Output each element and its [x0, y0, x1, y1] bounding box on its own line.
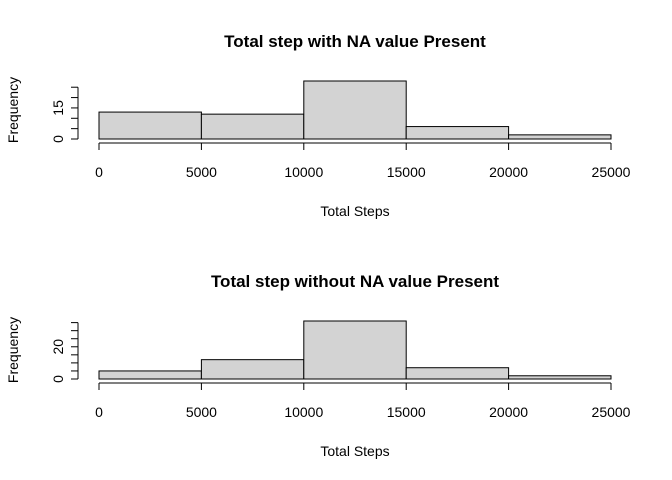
chart-title: Total step with NA value Present [224, 32, 486, 51]
x-axis: 0 5000 10000 15000 20000 25000 [95, 382, 631, 420]
x-tick-label: 0 [95, 164, 103, 180]
x-axis-label: Total Steps [320, 203, 389, 219]
histogram-panel-without-na: Total step without NA value Present Tota… [5, 272, 631, 459]
y-axis-label: Frequency [5, 317, 21, 383]
histogram-bars [98, 80, 612, 140]
x-tick-label: 15000 [387, 404, 426, 420]
histogram-bar [405, 126, 510, 140]
x-axis-label: Total Steps [320, 443, 389, 459]
histogram-bar [98, 111, 202, 140]
x-tick-label: 5000 [186, 164, 217, 180]
x-tick-label: 0 [95, 404, 103, 420]
histogram-bar [303, 80, 407, 140]
histogram-bar [303, 320, 407, 380]
x-tick-label: 25000 [592, 164, 631, 180]
histogram-bar [200, 113, 305, 140]
x-tick-label: 20000 [489, 164, 528, 180]
histogram-bar [508, 375, 612, 380]
x-tick-label: 5000 [186, 404, 217, 420]
y-tick-label: 20 [50, 339, 66, 355]
y-tick-label: 0 [50, 135, 66, 143]
x-tick-label: 15000 [387, 164, 426, 180]
y-tick-label: 0 [50, 375, 66, 383]
x-tick-label: 10000 [284, 404, 323, 420]
x-axis: 0 5000 10000 15000 20000 25000 [95, 142, 631, 180]
x-tick-label: 25000 [592, 404, 631, 420]
histogram-panel-with-na: Total step with NA value Present Total S… [5, 32, 631, 219]
y-axis: 0 15 [50, 86, 79, 143]
chart-title: Total step without NA value Present [211, 272, 499, 291]
x-tick-label: 20000 [489, 404, 528, 420]
x-tick-label: 10000 [284, 164, 323, 180]
y-axis-label: Frequency [5, 77, 21, 143]
histogram-bar [405, 367, 510, 380]
histogram-bar [508, 134, 612, 140]
histogram-bar [98, 370, 202, 380]
histogram-bars [98, 320, 612, 380]
y-axis: 0 20 [50, 322, 79, 383]
y-tick-label: 15 [50, 100, 66, 116]
histogram-bar [200, 359, 305, 380]
